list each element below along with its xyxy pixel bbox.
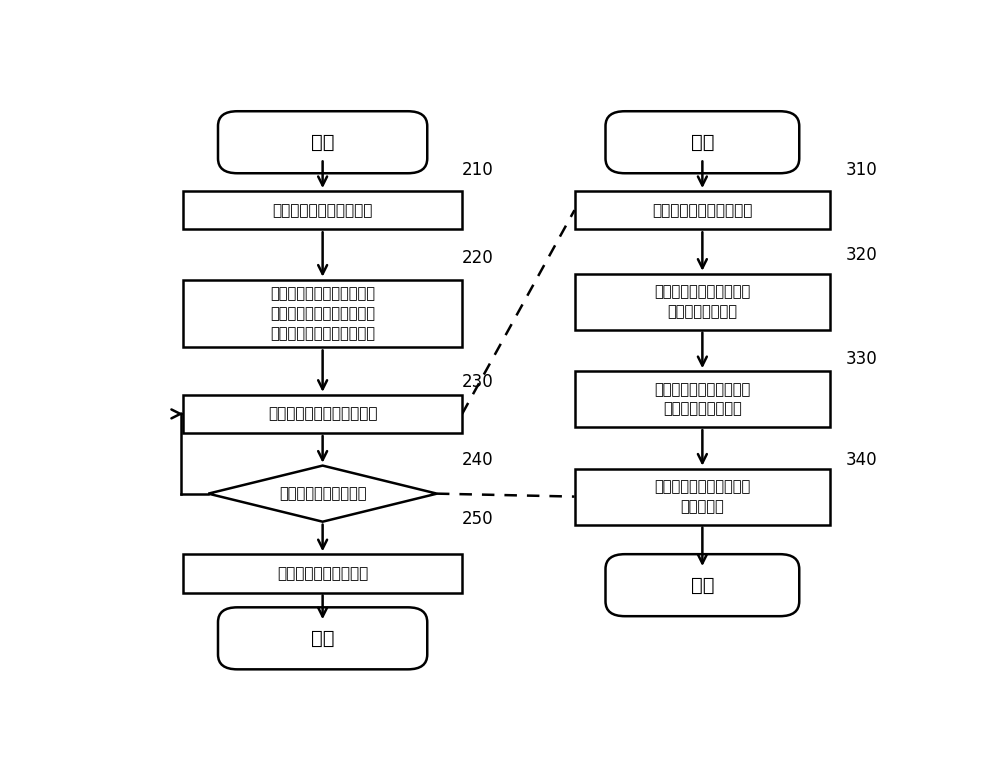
Text: 340: 340: [846, 451, 877, 469]
Text: 230: 230: [462, 374, 494, 391]
Text: 向备用存储设备发送数据包: 向备用存储设备发送数据包: [268, 407, 377, 421]
Bar: [574, 191, 830, 229]
Bar: [183, 555, 462, 593]
Bar: [183, 279, 462, 347]
Text: 250: 250: [462, 510, 494, 528]
Text: 320: 320: [846, 246, 878, 265]
FancyBboxPatch shape: [218, 607, 427, 670]
Text: 根据位图标识信息将相应
的数据块写入镜像卷: 根据位图标识信息将相应 的数据块写入镜像卷: [654, 382, 750, 416]
Text: 结束: 结束: [691, 576, 714, 594]
FancyBboxPatch shape: [606, 111, 799, 173]
Text: 310: 310: [846, 161, 878, 179]
Bar: [183, 395, 462, 433]
Text: 读取镜像卷位图标识信息: 读取镜像卷位图标识信息: [272, 202, 373, 218]
Text: 220: 220: [462, 249, 494, 268]
FancyBboxPatch shape: [218, 111, 427, 173]
Text: 开始: 开始: [311, 133, 334, 152]
Text: 向主存储设备返回同步操
作成功信息: 向主存储设备返回同步操 作成功信息: [654, 479, 750, 514]
FancyBboxPatch shape: [606, 555, 799, 616]
Polygon shape: [208, 466, 437, 522]
Text: 330: 330: [846, 350, 878, 367]
Bar: [183, 191, 462, 229]
Text: 将相应的位图标识复位: 将相应的位图标识复位: [277, 566, 368, 581]
Text: 数据同步操作是否完成: 数据同步操作是否完成: [279, 486, 366, 501]
Text: 读取解析数据包中的位图
标识信息及数据块: 读取解析数据包中的位图 标识信息及数据块: [654, 285, 750, 319]
Bar: [574, 274, 830, 330]
Text: 开始: 开始: [691, 133, 714, 152]
Text: 210: 210: [462, 161, 494, 179]
Text: 结束: 结束: [311, 629, 334, 648]
Text: 接收主存储设备的数据包: 接收主存储设备的数据包: [652, 202, 753, 218]
Text: 根据位图标识信息读取发生
变化的数据块数据，和位图
标识信息一起封装成数据包: 根据位图标识信息读取发生 变化的数据块数据，和位图 标识信息一起封装成数据包: [270, 286, 375, 341]
Bar: [574, 469, 830, 525]
Text: 240: 240: [462, 451, 494, 469]
Bar: [574, 371, 830, 427]
